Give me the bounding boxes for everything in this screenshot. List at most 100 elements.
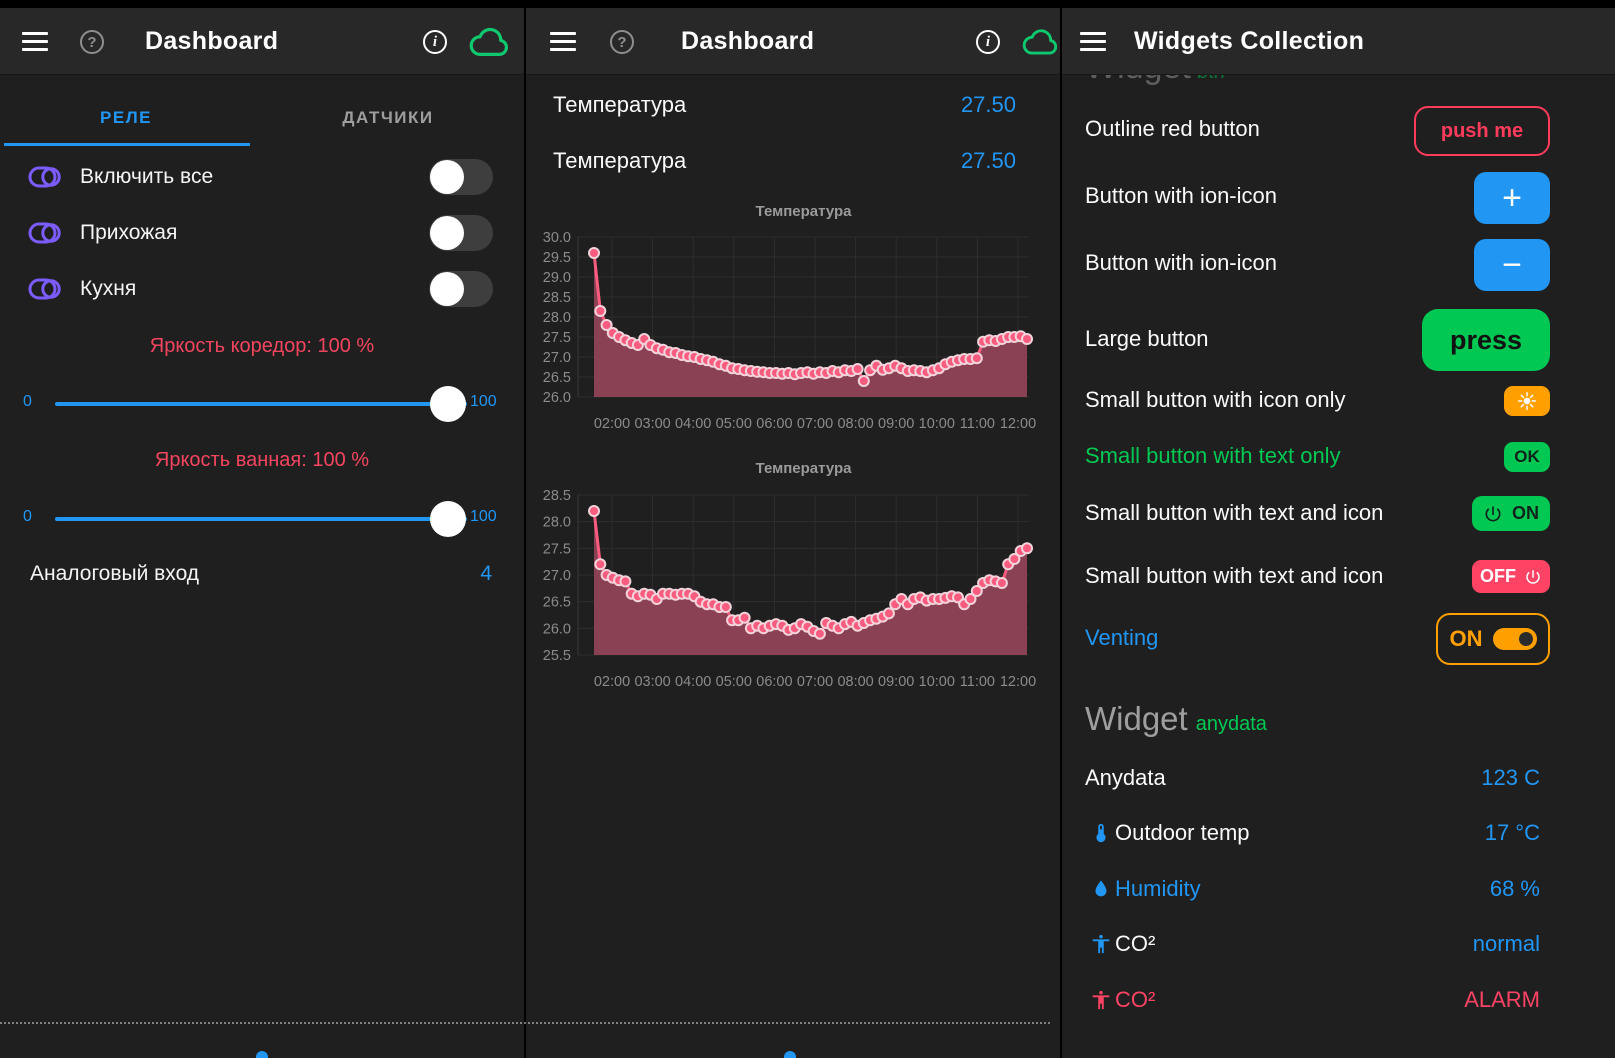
widget-row: Button with ion-icon −	[1062, 239, 1615, 291]
push-me-button[interactable]: push me	[1414, 106, 1550, 156]
minus-icon: −	[1502, 246, 1522, 284]
heading-tag: anydata	[1195, 713, 1267, 735]
tab-rele[interactable]: РЕЛЕ	[100, 108, 152, 127]
row-label: Small button with icon only	[1085, 387, 1346, 412]
widget-anydata-heading: Widget anydata	[1085, 700, 1267, 738]
switch-row: Прихожая	[0, 205, 524, 261]
app-bar: Widgets Collection	[1062, 8, 1615, 75]
venting-toggle[interactable]	[1492, 628, 1537, 650]
svg-text:27.0: 27.0	[543, 350, 571, 366]
active-tab-underline	[4, 143, 250, 146]
row-label: Small button with text and icon	[1085, 500, 1384, 525]
on-button[interactable]: ON	[1472, 496, 1550, 531]
svg-text:07:00: 07:00	[797, 416, 833, 432]
tab-datchiki[interactable]: ДАТЧИКИ	[342, 108, 434, 127]
on-button-label: ON	[1512, 503, 1539, 523]
switch-label: Прихожая	[80, 221, 178, 244]
svg-text:02:00: 02:00	[594, 674, 630, 690]
row-label: Button with ion-icon	[1085, 183, 1277, 208]
person-icon	[1092, 990, 1110, 1010]
menu-icon[interactable]	[22, 32, 48, 56]
info-icon[interactable]: i	[423, 30, 447, 54]
widget-row: Small button with text only OK	[1062, 442, 1615, 472]
svg-text:02:00: 02:00	[594, 416, 630, 432]
ok-button[interactable]: OK	[1504, 442, 1550, 472]
svg-text:07:00: 07:00	[797, 674, 833, 690]
section-heading-word: Widget	[1085, 75, 1191, 86]
row-label: Venting	[1085, 625, 1159, 650]
heading-word: Widget	[1085, 700, 1188, 737]
temperature-row: Температура 27.50	[526, 139, 1060, 183]
sun-button[interactable]	[1504, 386, 1550, 416]
row-label: Button with ion-icon	[1085, 250, 1277, 275]
humidity-label: Humidity	[1115, 876, 1201, 901]
brightness-slider-bathroom: 0 100	[0, 499, 524, 539]
svg-text:04:00: 04:00	[675, 416, 711, 432]
minus-button[interactable]: −	[1474, 239, 1550, 291]
droplet-icon	[1095, 880, 1107, 897]
cutoff-icon-tip	[256, 1051, 268, 1058]
person-icon	[1092, 934, 1110, 954]
svg-text:08:00: 08:00	[837, 416, 873, 432]
off-button[interactable]: OFF	[1472, 560, 1550, 593]
svg-text:09:00: 09:00	[878, 416, 914, 432]
page-title: Dashboard	[145, 27, 279, 55]
temperature-value: 27.50	[960, 92, 1016, 117]
slider-thumb[interactable]	[430, 501, 466, 537]
temperature-chart-1: 30.0 29.5 29.0 28.5 28.0 27.5 27.0 26.5 26.0 02:0…	[543, 203, 1036, 432]
info-icon[interactable]: i	[976, 30, 1000, 54]
widget-row: Large button press	[1062, 309, 1615, 371]
co2-value: normal	[1472, 931, 1540, 956]
toggle-switch-hallway[interactable]	[429, 215, 493, 251]
thermometer-icon	[1096, 823, 1106, 843]
slider-max-label: 100	[470, 393, 497, 410]
switch-row: Включить все	[0, 149, 524, 205]
widget-row: Small button with text and icon OFF	[1062, 560, 1615, 593]
slider-thumb[interactable]	[430, 386, 466, 422]
temperature-value: 27.50	[960, 148, 1016, 173]
menu-icon[interactable]	[1080, 32, 1106, 56]
plus-button[interactable]: +	[1474, 172, 1550, 224]
toggle-widget-icon	[28, 166, 61, 188]
svg-text:29.0: 29.0	[543, 270, 571, 286]
svg-text:28.0: 28.0	[543, 515, 571, 531]
svg-text:09:00: 09:00	[878, 674, 914, 690]
svg-text:28.0: 28.0	[543, 310, 571, 326]
row-label: Large button	[1085, 326, 1209, 351]
svg-text:11:00: 11:00	[960, 674, 995, 690]
temperature-label: Температура	[553, 148, 687, 173]
svg-text:11:00: 11:00	[960, 416, 995, 432]
switch-label: Кухня	[80, 277, 137, 300]
menu-icon[interactable]	[550, 32, 576, 56]
app-bar: ? Dashboard i	[0, 8, 524, 75]
sun-icon	[1518, 392, 1536, 410]
dashboard-panel-middle: ? Dashboard i Температура 27.50 Температ…	[526, 8, 1060, 1058]
power-icon	[1526, 569, 1540, 584]
page-title: Dashboard	[681, 27, 815, 55]
svg-text:Температура: Температура	[756, 460, 853, 477]
slider-track[interactable]	[55, 517, 467, 521]
svg-text:25.5: 25.5	[543, 648, 571, 664]
svg-text:03:00: 03:00	[634, 674, 670, 690]
anydata-value: 123 C	[1481, 765, 1540, 790]
dotted-separator	[0, 1022, 1052, 1024]
cloud-online-icon	[1022, 29, 1058, 55]
off-button-label: OFF	[1480, 566, 1516, 586]
venting-button[interactable]: ON	[1436, 613, 1550, 665]
analog-input-value: 4	[480, 562, 492, 585]
tab-bar: РЕЛЕ ДАТЧИКИ	[0, 96, 524, 140]
svg-text:03:00: 03:00	[634, 416, 670, 432]
analog-input-row: Аналоговый вход 4	[0, 552, 524, 596]
press-button[interactable]: press	[1422, 309, 1550, 371]
help-icon[interactable]: ?	[610, 30, 634, 54]
toggle-switch-kitchen[interactable]	[429, 271, 493, 307]
svg-text:10:00: 10:00	[919, 674, 955, 690]
svg-text:05:00: 05:00	[716, 674, 752, 690]
page-title: Widgets Collection	[1134, 27, 1365, 55]
widget-row: Venting ON	[1062, 613, 1615, 665]
help-icon[interactable]: ?	[80, 30, 104, 54]
svg-text:26.0: 26.0	[543, 390, 571, 406]
toggle-switch-all[interactable]	[429, 159, 493, 195]
slider-track[interactable]	[55, 402, 467, 406]
data-row: CO² ALARM	[1062, 978, 1615, 1022]
